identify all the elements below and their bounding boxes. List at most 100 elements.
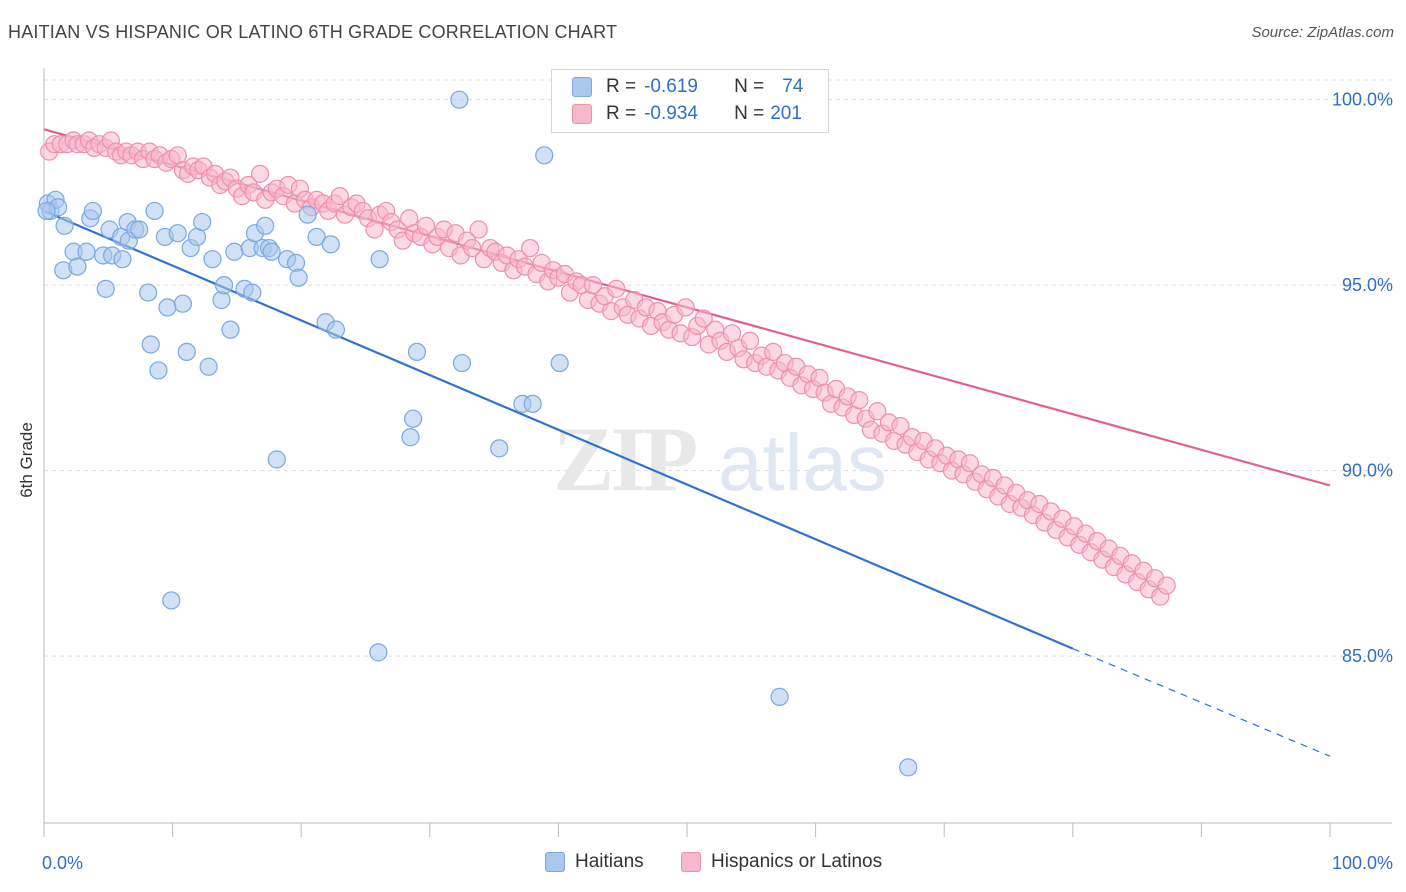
point-haitians [256,216,275,235]
chart-title: HAITIAN VS HISPANIC OR LATINO 6TH GRADE … [8,22,618,42]
point-haitians [262,242,281,261]
point-haitians [173,294,192,313]
x-tick-label-min: 0.0% [42,853,83,873]
point-hispanics [868,402,887,421]
point-haitians [77,242,96,261]
data-points [37,90,1176,777]
bottom-legend-label-hispanics: Hispanics or Latinos [711,851,883,872]
point-hispanics [521,238,540,258]
point-haitians [113,250,132,269]
bottom-legend-hispanics: Hispanics or Latinos [681,851,882,873]
point-haitians [307,227,326,247]
point-haitians [158,298,177,317]
legend-row-haitians: R = -0.619 N = 74 [572,74,803,100]
point-hispanics [676,298,695,317]
bottom-legend-haitians: Haitians [545,851,644,873]
point-hispanics [694,309,713,328]
point-hispanics [607,279,626,298]
watermark: ZIP atlas [553,408,887,510]
point-haitians [523,394,542,413]
bottom-swatch-haitians [545,852,565,872]
n-label: N = [734,76,765,97]
point-hispanics [764,342,783,362]
point-hispanics [960,454,980,473]
x-tick-label-max: 100.0% [1332,853,1393,873]
point-haitians [55,216,74,235]
point-hispanics [1157,576,1176,595]
y-tick-label: 100.0% [1332,90,1393,110]
point-haitians [321,235,340,254]
point-haitians [401,428,420,447]
watermark-atlas: atlas [718,418,887,507]
point-hispanics [850,391,869,410]
r-label: R = [606,103,637,124]
point-haitians [162,591,181,610]
r-value-haitians: -0.619 [644,76,698,97]
point-haitians [214,276,234,295]
point-haitians [203,250,222,269]
point-haitians [139,283,158,302]
point-haitians [225,242,244,261]
point-haitians [326,320,346,339]
correlation-legend: R = -0.619 N = 74 R = -0.934 N = 201 [551,69,829,133]
point-hispanics [891,416,910,436]
point-haitians [267,450,286,469]
point-haitians [199,357,218,376]
point-haitians [130,220,149,239]
source-label: Source: ZipAtlas.com [1251,24,1394,41]
point-haitians [490,439,509,458]
bottom-legend-label-haitians: Haitians [575,851,644,872]
legend-swatch-haitians [572,77,592,97]
point-hispanics [584,276,603,295]
point-haitians [83,201,102,221]
point-haitians [550,353,569,373]
point-hispanics [250,164,270,183]
point-hispanics [416,216,436,235]
y-tick-label: 95.0% [1342,275,1393,295]
point-haitians [141,335,160,354]
point-hispanics [469,220,488,239]
point-haitians [899,758,918,777]
bottom-swatch-hispanics [681,852,701,872]
y-axis-label: 6th Grade [17,422,36,498]
point-haitians [289,268,308,287]
point-haitians [37,201,56,221]
point-haitians [770,687,789,706]
point-haitians [407,342,427,362]
legend-swatch-hispanics [572,104,592,124]
trend-line-extension-haitians [1072,648,1331,757]
gridlines [44,79,1392,657]
n-label: N = [734,103,765,124]
point-haitians [168,224,187,243]
point-haitians [450,90,469,109]
point-haitians [369,643,388,662]
point-hispanics [463,238,482,258]
n-value-haitians: 74 [782,76,804,97]
point-haitians [96,279,115,298]
point-haitians [221,320,240,339]
point-haitians [298,205,317,224]
point-hispanics [740,331,760,350]
n-value-hispanics: 201 [770,103,802,124]
tick-labels: 85.0% 90.0% 95.0% 100.0% 0.0% 100.0% [42,90,1393,873]
point-haitians [145,201,164,221]
point-haitians [403,409,423,428]
point-haitians [286,253,306,272]
point-hispanics [330,187,349,206]
point-haitians [149,361,168,380]
point-haitians [243,283,262,302]
point-haitians [370,250,389,269]
legend-row-hispanics: R = -0.934 N = 201 [572,101,802,127]
y-tick-label: 85.0% [1342,646,1393,666]
point-haitians [177,342,196,362]
r-label: R = [606,76,637,97]
axes: 6th Grade [17,68,1392,837]
point-haitians [452,353,472,373]
r-value-hispanics: -0.934 [644,103,698,124]
point-haitians [535,146,554,165]
point-haitians [68,257,87,276]
point-haitians [193,212,212,232]
point-haitians [212,290,231,310]
y-tick-label: 90.0% [1342,461,1393,481]
